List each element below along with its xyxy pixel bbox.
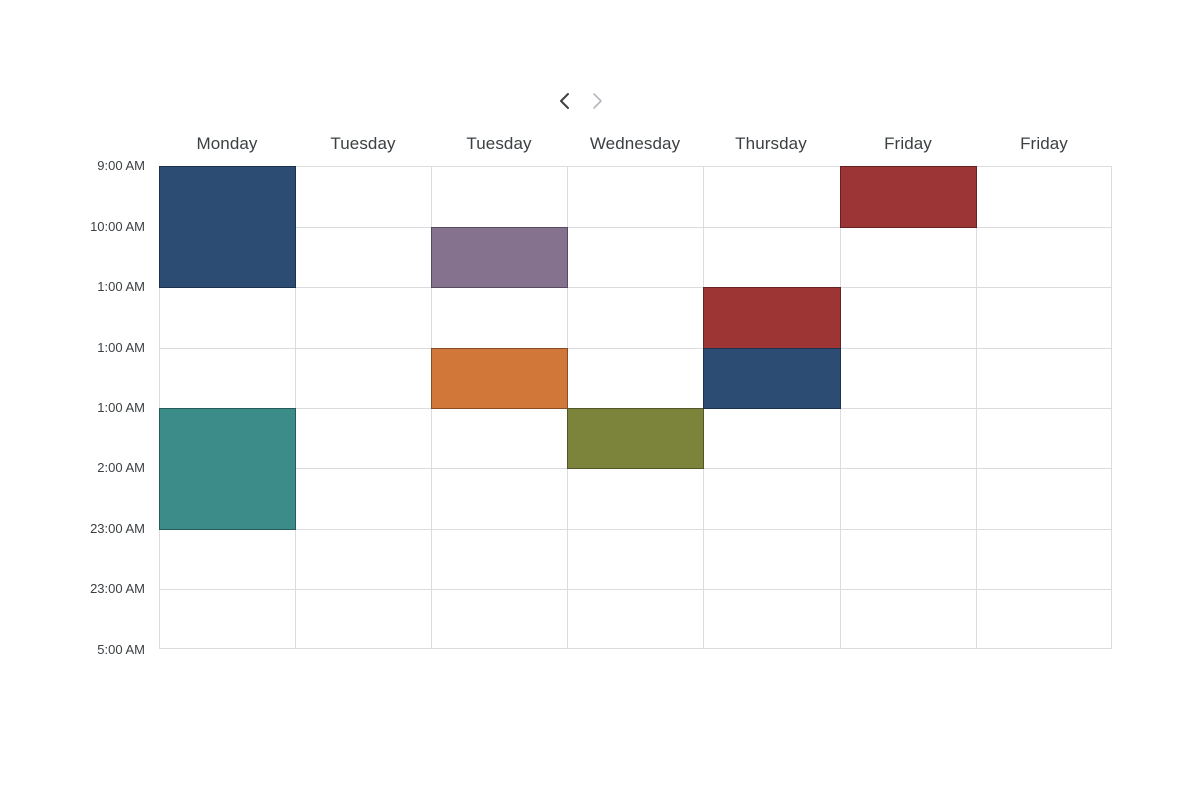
- day-header-2[interactable]: Tuesday: [466, 134, 532, 153]
- calendar-event[interactable]: [703, 287, 841, 349]
- time-label-0: 9:00 AM: [97, 158, 145, 173]
- day-header-1[interactable]: Tuesday: [330, 134, 396, 153]
- grid-row-line: [159, 589, 1112, 590]
- time-label-8: 5:00 AM: [97, 642, 145, 657]
- day-header-0[interactable]: Monday: [196, 134, 258, 153]
- grid-row-line: [159, 348, 1112, 349]
- prev-week-button[interactable]: [552, 88, 578, 114]
- time-label-7: 23:00 AM: [90, 581, 145, 596]
- time-label-1: 10:00 AM: [90, 219, 145, 234]
- time-label-6: 23:00 AM: [90, 521, 145, 536]
- calendar-event[interactable]: [703, 348, 841, 409]
- grid-row-line: [159, 227, 1112, 228]
- day-header-5[interactable]: Friday: [884, 134, 932, 153]
- time-label-3: 1:00 AM: [97, 340, 145, 355]
- calendar-event[interactable]: [567, 408, 704, 469]
- next-week-button[interactable]: [584, 88, 610, 114]
- time-label-2: 1:00 AM: [97, 279, 145, 294]
- grid-column-line: [295, 166, 296, 649]
- day-header-4[interactable]: Thursday: [735, 134, 807, 153]
- day-header-6[interactable]: Friday: [1020, 134, 1068, 153]
- calendar-grid[interactable]: [159, 166, 1112, 649]
- grid-column-line: [976, 166, 977, 649]
- chevron-right-icon: [593, 93, 602, 109]
- time-label-4: 1:00 AM: [97, 400, 145, 415]
- calendar-event[interactable]: [431, 227, 568, 288]
- calendar-event[interactable]: [159, 408, 296, 530]
- grid-column-line: [1111, 166, 1112, 649]
- calendar-event[interactable]: [840, 166, 977, 228]
- grid-column-line: [159, 166, 160, 649]
- grid-row-line: [159, 287, 1112, 288]
- time-label-5: 2:00 AM: [97, 460, 145, 475]
- day-header-3[interactable]: Wednesday: [589, 134, 681, 153]
- calendar-event[interactable]: [159, 166, 296, 288]
- grid-row-line: [159, 166, 1112, 167]
- grid-row-line: [159, 529, 1112, 530]
- calendar-event[interactable]: [431, 348, 568, 409]
- chevron-left-icon: [560, 93, 569, 109]
- grid-row-line: [159, 648, 1112, 649]
